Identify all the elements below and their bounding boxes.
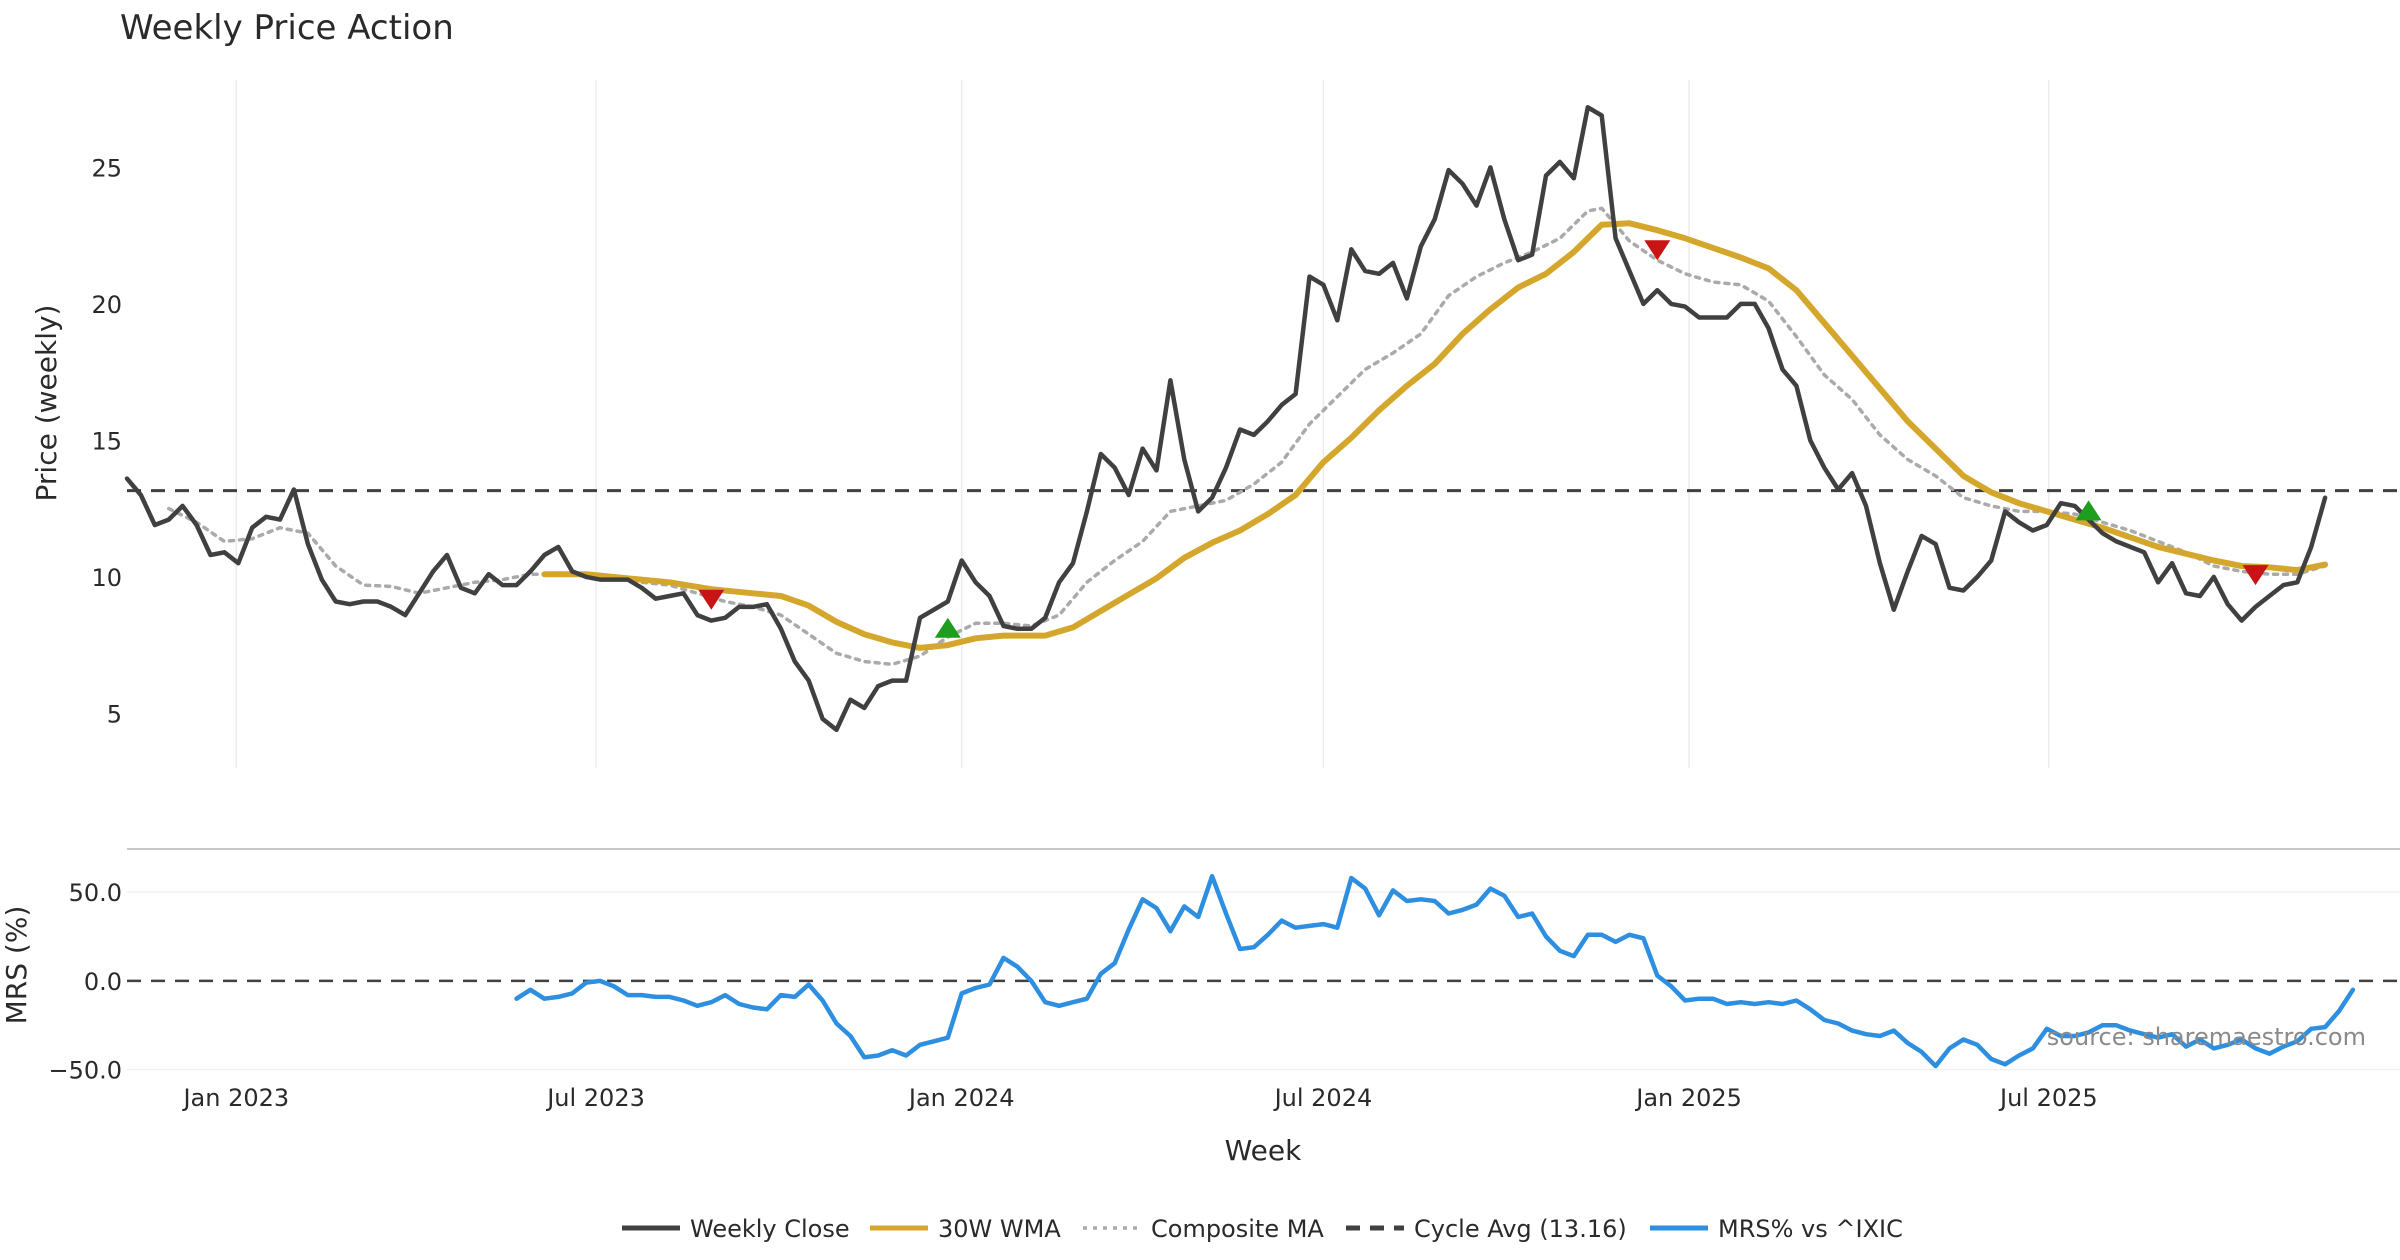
x-tick-label: Jul 2024 <box>1273 1084 1373 1112</box>
30w-wma-line <box>541 220 2329 651</box>
legend-label: 30W WMA <box>938 1215 1061 1243</box>
legend-item: Composite MA <box>1083 1215 1324 1243</box>
x-tick-label: Jan 2024 <box>907 1084 1015 1112</box>
sell-signal-marker <box>1644 240 1671 261</box>
mrs-panel-grid <box>127 891 2400 1071</box>
mrs-line <box>514 873 2356 1069</box>
legend-label: Composite MA <box>1151 1215 1324 1243</box>
x-tick-label: Jul 2025 <box>1998 1084 2098 1112</box>
mrs-y-tick-label: −50.0 <box>48 1057 122 1085</box>
legend-item: 30W WMA <box>870 1215 1061 1243</box>
composite-ma-line <box>166 206 2327 667</box>
buy-signal-marker <box>934 617 961 638</box>
x-axis-ticks: Jan 2023 Jul 2023 Jan 2024 Jul 2024 Jan 2025… <box>181 1084 2097 1112</box>
x-tick-label: Jul 2023 <box>545 1084 645 1112</box>
legend-label: MRS% vs ^IXIC <box>1718 1215 1903 1243</box>
legend: Weekly Close 30W WMA Composite MA Cycle Avg… <box>622 1215 1903 1243</box>
mrs-y-axis-title: MRS (%) <box>0 906 33 1025</box>
sell-signal-marker <box>698 589 725 610</box>
x-tick-label: Jan 2025 <box>1634 1084 1742 1112</box>
mrs-y-tick-label: 0.0 <box>84 968 122 996</box>
mrs-y-tick-label: 50.0 <box>69 879 122 907</box>
signal-markers <box>698 240 2269 638</box>
price-y-tick-label: 15 <box>91 427 122 455</box>
sell-signal-marker <box>2242 565 2269 586</box>
source-label: source: sharemaestro.com <box>2047 1023 2366 1051</box>
price-y-tick-label: 20 <box>91 291 122 319</box>
price-panel-series <box>124 105 2329 733</box>
price-y-axis-title: Price (weekly) <box>30 305 63 502</box>
price-y-tick-label: 10 <box>91 564 122 592</box>
chart-title: Weekly Price Action <box>120 8 454 48</box>
x-axis-title: Week <box>1225 1134 1302 1167</box>
price-y-tick-label: 5 <box>107 700 122 728</box>
legend-item: Weekly Close <box>622 1215 850 1243</box>
mrs-y-ticks: 50.0 0.0 −50.0 <box>48 879 122 1085</box>
legend-label: Cycle Avg (13.16) <box>1414 1215 1627 1243</box>
price-panel-grid <box>235 80 2050 768</box>
legend-item: Cycle Avg (13.16) <box>1346 1215 1627 1243</box>
weekly-close-line <box>124 105 2328 733</box>
legend-item: MRS% vs ^IXIC <box>1650 1215 1903 1243</box>
legend-label: Weekly Close <box>690 1215 850 1243</box>
price-y-tick-label: 25 <box>91 154 122 182</box>
mrs-panel-series <box>514 873 2356 1069</box>
x-tick-label: Jan 2023 <box>181 1084 289 1112</box>
price-y-ticks: 5 10 15 20 25 <box>91 154 122 728</box>
buy-signal-marker <box>2075 500 2102 521</box>
